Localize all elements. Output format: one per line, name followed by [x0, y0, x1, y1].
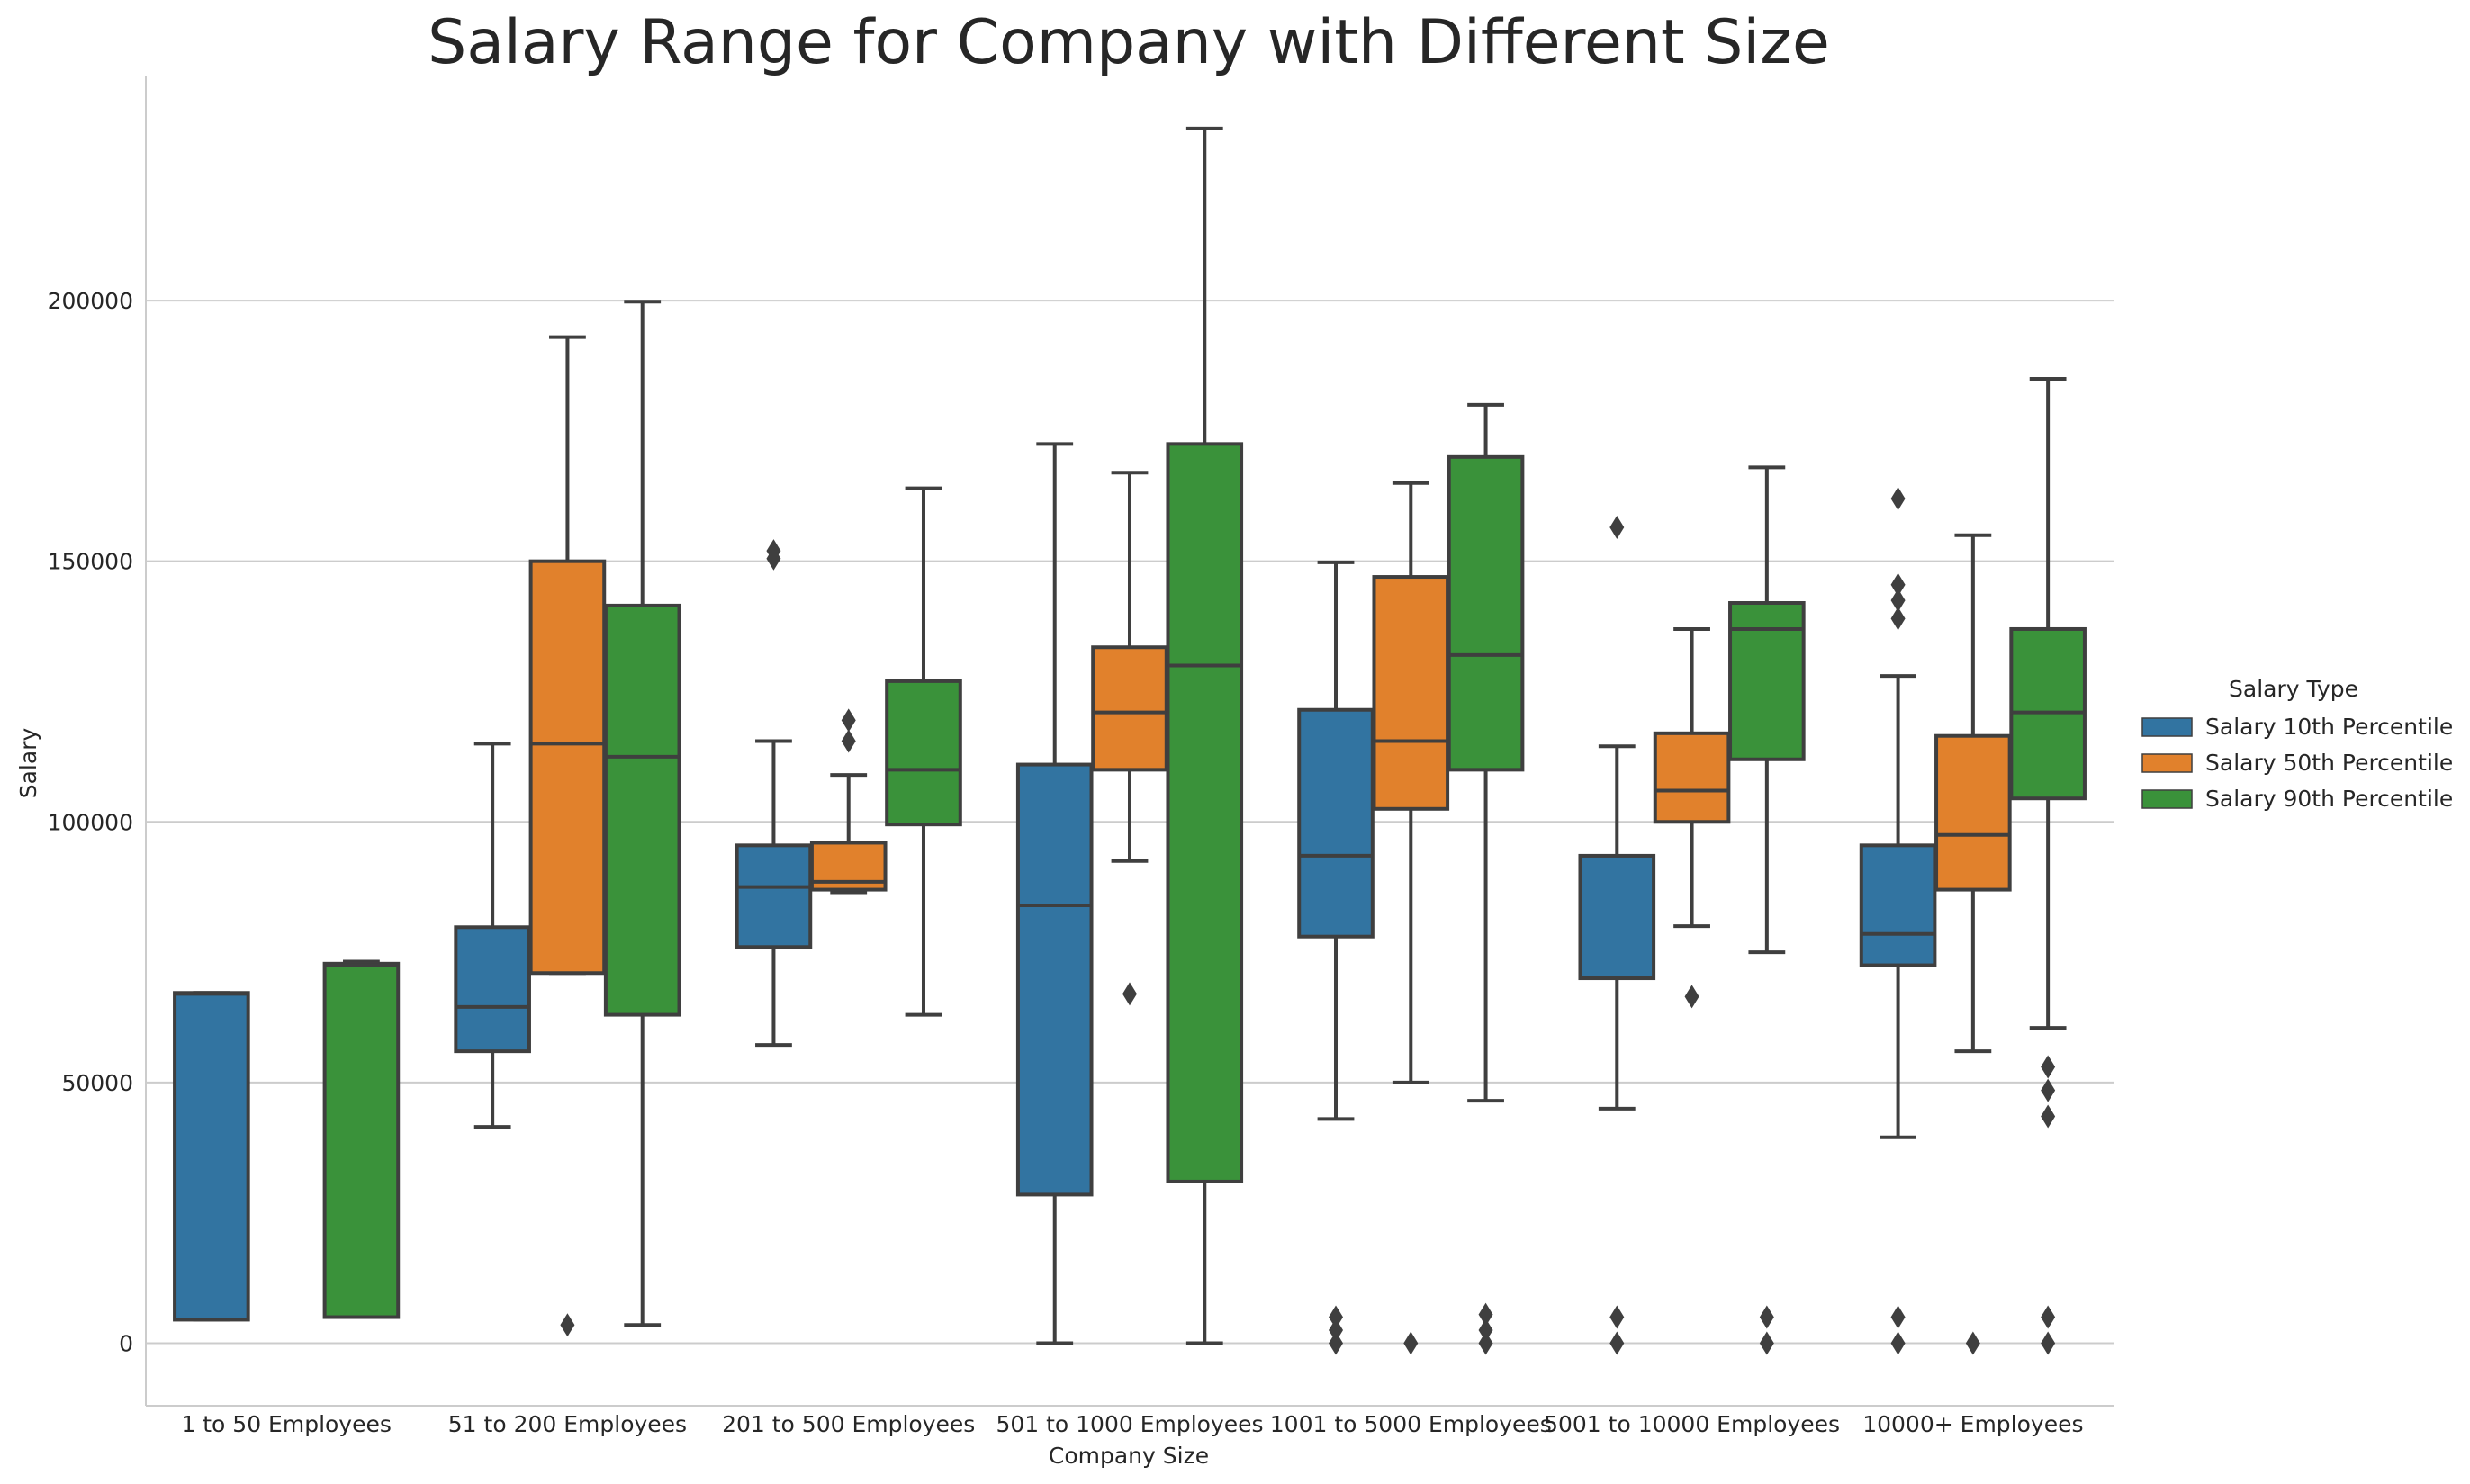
- box-0-2: [735, 539, 813, 1048]
- outlier-point: [1329, 1305, 1344, 1329]
- y-tick-label: 0: [119, 1330, 133, 1356]
- x-tick-label: 10000+ Employees: [1862, 1411, 2083, 1437]
- box-body: [735, 843, 813, 949]
- outlier-point: [1890, 487, 1906, 511]
- box-2-4: [1447, 402, 1525, 1355]
- x-tick-label: 1001 to 5000 Employees: [1270, 1411, 1552, 1437]
- box-body: [1859, 843, 1937, 967]
- y-axis-label: Salary: [15, 728, 41, 799]
- outlier-point: [1890, 1305, 1906, 1329]
- outlier-point: [1759, 1331, 1774, 1355]
- legend-label: Salary 10th Percentile: [2205, 714, 2453, 740]
- legend: Salary Type Salary 10th Percentile Salary…: [2141, 676, 2453, 812]
- legend-label: Salary 50th Percentile: [2205, 750, 2453, 776]
- legend-title: Salary Type: [2229, 676, 2358, 702]
- box-0-5: [1578, 516, 1656, 1355]
- box-body: [173, 991, 250, 1322]
- box-body: [1578, 853, 1656, 981]
- box-body: [1653, 731, 1731, 824]
- outlier-point: [560, 1313, 575, 1337]
- x-tick-label: 501 to 1000 Employees: [996, 1411, 1263, 1437]
- outlier-point: [841, 708, 856, 733]
- outlier-point: [1478, 1331, 1493, 1355]
- chart-title: Salary Range for Company with Different …: [428, 7, 1830, 78]
- box-2-2: [885, 486, 962, 1017]
- outlier-point: [1609, 516, 1625, 540]
- box-1-2: [809, 708, 888, 895]
- legend-swatch: [2141, 753, 2193, 773]
- outlier-point: [2041, 1331, 2056, 1355]
- box-2-1: [603, 300, 681, 1327]
- box-1-5: [1653, 626, 1731, 1009]
- box-0-6: [1859, 487, 1937, 1355]
- box-2-6: [2009, 376, 2087, 1355]
- box-0-3: [1015, 442, 1094, 1345]
- box-2-5: [1728, 465, 1806, 1355]
- outlier-point: [1890, 572, 1906, 597]
- legend-swatch: [2141, 717, 2193, 737]
- box-body: [1934, 733, 2012, 892]
- box-body: [1728, 601, 1806, 761]
- outlier-point: [2041, 1104, 2056, 1129]
- box-body: [1015, 762, 1094, 1197]
- outlier-point: [1122, 982, 1137, 1006]
- box-body: [1447, 454, 1525, 772]
- box-2-3: [1166, 126, 1244, 1345]
- outlier-point: [1890, 1331, 1906, 1355]
- box-0-4: [1297, 560, 1375, 1355]
- x-axis-ticks: 1 to 50 Employees 51 to 200 Employees 201 …: [181, 1411, 2083, 1437]
- box-1-3: [1091, 471, 1168, 1006]
- box-body: [322, 961, 401, 1319]
- outlier-point: [2041, 1055, 2056, 1079]
- box-body: [1166, 442, 1244, 1183]
- outlier-point: [1329, 1331, 1344, 1355]
- outlier-point: [1684, 985, 1699, 1009]
- box-body: [1091, 645, 1168, 772]
- y-tick-label: 150000: [48, 549, 133, 575]
- box-0-1: [454, 742, 531, 1129]
- legend-label: Salary 90th Percentile: [2205, 786, 2453, 812]
- outlier-point: [1890, 607, 1906, 631]
- outlier-point: [1329, 1318, 1344, 1343]
- x-tick-label: 5001 to 10000 Employees: [1544, 1411, 1840, 1437]
- box-1-6: [1934, 533, 2012, 1355]
- outlier-point: [1609, 1305, 1625, 1329]
- outlier-point: [1609, 1331, 1625, 1355]
- outlier-point: [1478, 1302, 1493, 1327]
- outlier-point: [2041, 1078, 2056, 1102]
- y-axis-ticks: 0 50000 100000 150000 200000: [48, 288, 133, 1356]
- outlier-point: [1759, 1305, 1774, 1329]
- box-1-4: [1372, 481, 1450, 1355]
- box-2-0: [322, 959, 401, 1319]
- box-1-1: [528, 335, 607, 1337]
- box-0-0: [173, 991, 250, 1322]
- x-tick-label: 201 to 500 Employees: [722, 1411, 975, 1437]
- outlier-point: [766, 539, 781, 563]
- box-body: [1372, 575, 1450, 811]
- y-tick-label: 50000: [61, 1070, 133, 1096]
- x-axis-label: Company Size: [1049, 1443, 1209, 1469]
- x-tick-label: 51 to 200 Employees: [448, 1411, 687, 1437]
- outlier-point: [841, 729, 856, 753]
- box-body: [528, 559, 607, 976]
- legend-swatch: [2141, 789, 2193, 809]
- box-body: [885, 679, 962, 827]
- plot-area: [173, 126, 2087, 1355]
- outlier-point: [2041, 1305, 2056, 1329]
- x-tick-label: 1 to 50 Employees: [181, 1411, 392, 1437]
- box-body: [454, 925, 531, 1054]
- axes: [145, 76, 2114, 1407]
- outlier-point: [1890, 589, 1906, 613]
- y-tick-label: 200000: [48, 288, 133, 314]
- outlier-point: [1403, 1331, 1419, 1355]
- outlier-point: [1965, 1331, 1980, 1355]
- y-tick-label: 100000: [48, 809, 133, 835]
- outlier-point: [1478, 1318, 1493, 1343]
- box-body: [603, 603, 681, 1017]
- box-body: [1297, 707, 1375, 939]
